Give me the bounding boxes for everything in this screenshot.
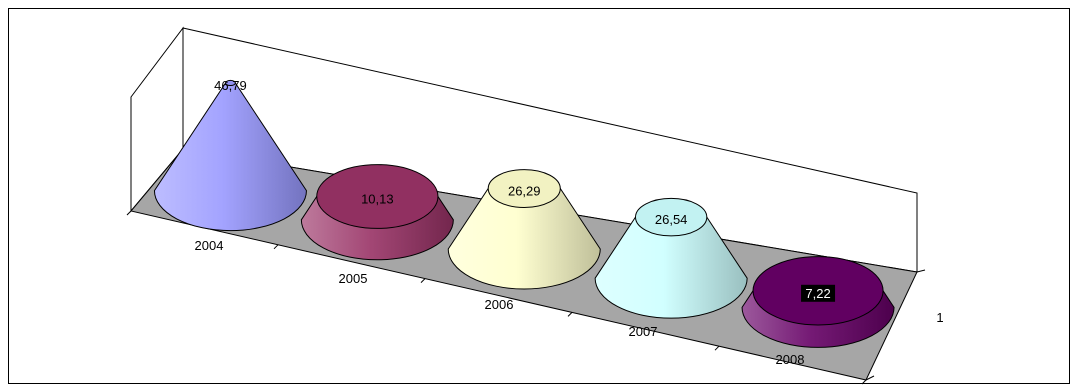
series-axis-label: 1 [936,310,943,325]
data-label-bg [801,284,836,302]
cone-body [447,188,601,290]
cone-2004 [153,79,307,232]
cone-top [487,169,561,209]
x-tick [567,312,573,317]
data-label: 46,79 [214,78,247,93]
category-label: 2006 [485,297,514,312]
data-label: 10,13 [361,192,394,207]
data-label: 7,22 [805,286,830,301]
cone-top [316,164,439,229]
x-tick [273,244,279,250]
series-tick [865,375,875,381]
cone-top [225,79,236,87]
category-label: 2005 [339,271,368,286]
x-tick [861,379,867,385]
category-label: 2008 [776,352,805,367]
category-label: 2004 [195,238,224,253]
axis-ticks [126,210,926,385]
labels: 46,79 10,13 26,29 26,54 7,22 2004 2005 2006 2007… [195,78,944,367]
cones [153,79,895,348]
x-tick [714,345,720,351]
cone-body [153,82,307,232]
cone-2005 [300,164,454,261]
cone-body [594,216,748,319]
x-tick [420,278,426,283]
series-tick [916,269,926,273]
cone-2007 [594,197,748,319]
category-label: 2007 [629,324,658,339]
cone-top [634,197,708,237]
cone-2006 [447,169,601,290]
data-label: 26,54 [655,212,688,227]
x-tick [126,210,132,216]
data-label: 26,29 [508,184,541,199]
